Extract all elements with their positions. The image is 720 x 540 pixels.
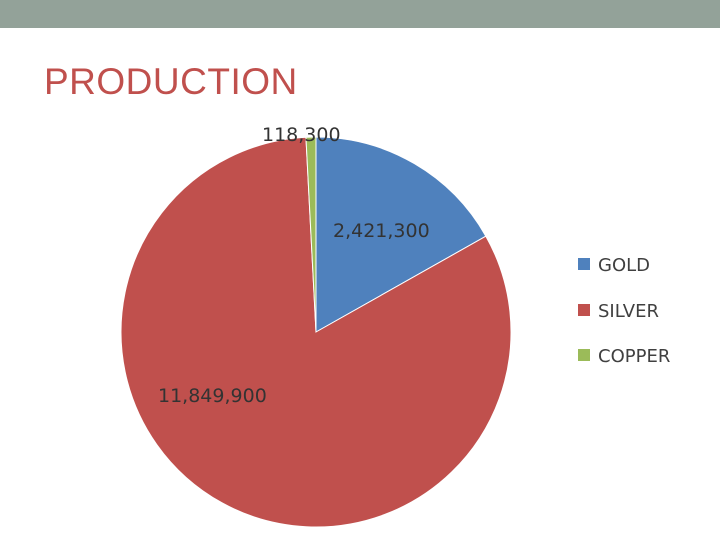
legend-swatch-gold <box>578 258 590 270</box>
chart-legend: GOLD SILVER COPPER <box>578 255 670 367</box>
legend-label-gold: GOLD <box>598 255 650 276</box>
legend-swatch-copper <box>578 349 590 361</box>
data-label-silver: 11,849,900 <box>158 385 267 407</box>
legend-label-copper: COPPER <box>598 346 670 367</box>
pie-slices <box>120 136 512 528</box>
legend-label-silver: SILVER <box>598 301 659 322</box>
pie-slice-silver <box>120 136 512 528</box>
slide-title: PRODUCTION <box>44 61 298 102</box>
legend-swatch-silver <box>578 304 590 316</box>
pie-slice-gold <box>315 136 487 333</box>
top-bar <box>0 0 720 28</box>
pie-slice-copper <box>305 136 317 333</box>
data-label-gold: 2,421,300 <box>333 220 430 242</box>
data-label-copper: 118,300 <box>262 124 341 146</box>
